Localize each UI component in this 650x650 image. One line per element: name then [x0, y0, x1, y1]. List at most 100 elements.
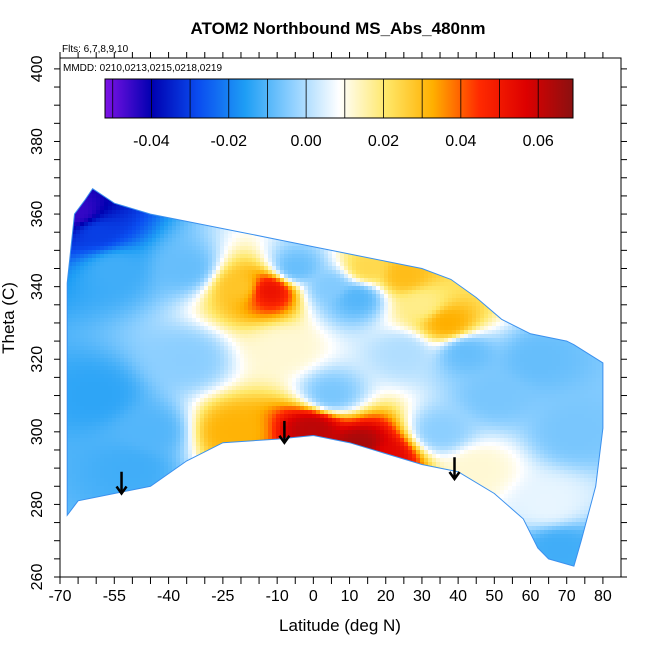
field-cell — [208, 402, 212, 406]
field-cell — [112, 314, 116, 318]
field-cell — [60, 470, 64, 474]
field-cell — [108, 562, 112, 566]
field-cell — [192, 366, 196, 370]
field-cell — [204, 370, 208, 374]
field-cell — [96, 194, 100, 198]
field-cell — [204, 358, 208, 362]
field-cell — [248, 482, 252, 486]
field-cell — [228, 390, 232, 394]
field-cell — [96, 446, 100, 450]
field-cell — [112, 294, 116, 298]
field-cell — [108, 358, 112, 362]
field-cell — [92, 242, 96, 246]
field-cell — [184, 394, 188, 398]
field-cell — [148, 294, 152, 298]
field-cell — [140, 206, 144, 210]
field-cell — [196, 510, 200, 514]
field-cell — [152, 490, 156, 494]
field-cell — [240, 482, 244, 486]
field-cell — [176, 486, 180, 490]
field-cell — [148, 422, 152, 426]
field-cell — [100, 218, 104, 222]
field-cell — [104, 442, 108, 446]
field-cell — [116, 494, 120, 498]
field-cell — [152, 230, 156, 234]
field-cell — [192, 294, 196, 298]
field-cell — [60, 266, 64, 270]
field-cell — [220, 514, 224, 518]
field-cell — [108, 202, 112, 206]
field-cell — [96, 410, 100, 414]
field-cell — [232, 218, 236, 222]
field-cell — [240, 398, 244, 402]
field-cell — [160, 406, 164, 410]
field-cell — [196, 386, 200, 390]
field-cell — [172, 246, 176, 250]
field-cell — [72, 538, 76, 542]
field-cell — [96, 218, 100, 222]
field-cell — [252, 314, 256, 318]
field-cell — [116, 210, 120, 214]
field-cell — [140, 418, 144, 422]
field-cell — [144, 194, 148, 198]
field-cell — [156, 462, 160, 466]
field-cell — [104, 230, 108, 234]
field-cell — [60, 490, 64, 494]
field-cell — [140, 266, 144, 270]
field-cell — [112, 418, 116, 422]
field-cell — [144, 358, 148, 362]
field-cell — [160, 222, 164, 226]
field-cell — [156, 198, 160, 202]
field-cell — [232, 222, 236, 226]
field-cell — [240, 410, 244, 414]
field-cell — [148, 298, 152, 302]
field-cell — [76, 414, 80, 418]
field-cell — [212, 198, 216, 202]
field-cell — [112, 386, 116, 390]
field-cell — [252, 222, 256, 226]
field-cell — [184, 210, 188, 214]
field-cell — [124, 526, 128, 530]
field-cell — [132, 242, 136, 246]
field-cell — [136, 414, 140, 418]
field-cell — [216, 182, 220, 186]
field-cell — [200, 214, 204, 218]
field-cell — [216, 362, 220, 366]
field-cell — [180, 266, 184, 270]
field-cell — [208, 282, 212, 286]
field-cell — [116, 490, 120, 494]
field-cell — [124, 430, 128, 434]
field-cell — [180, 282, 184, 286]
field-cell — [232, 558, 236, 562]
field-cell — [192, 526, 196, 530]
field-cell — [148, 446, 152, 450]
field-cell — [156, 362, 160, 366]
field-cell — [76, 230, 80, 234]
field-cell — [148, 274, 152, 278]
field-cell — [212, 402, 216, 406]
field-cell — [132, 566, 136, 567]
field-cell — [140, 350, 144, 354]
field-cell — [84, 302, 88, 306]
field-cell — [116, 318, 120, 322]
field-cell — [256, 318, 260, 322]
field-cell — [180, 502, 184, 506]
field-cell — [240, 358, 244, 362]
field-cell — [152, 426, 156, 430]
field-cell — [60, 434, 64, 438]
field-cell — [156, 546, 160, 550]
field-cell — [248, 422, 252, 426]
field-cell — [228, 534, 232, 538]
field-cell — [184, 538, 188, 542]
field-cell — [212, 490, 216, 494]
field-cell — [240, 542, 244, 546]
field-cell — [128, 298, 132, 302]
field-cell — [76, 190, 80, 194]
field-cell — [140, 466, 144, 470]
field-cell — [136, 470, 140, 474]
field-cell — [140, 310, 144, 314]
field-cell — [196, 566, 200, 567]
field-cell — [80, 510, 84, 514]
field-cell — [168, 438, 172, 442]
field-cell — [152, 314, 156, 318]
